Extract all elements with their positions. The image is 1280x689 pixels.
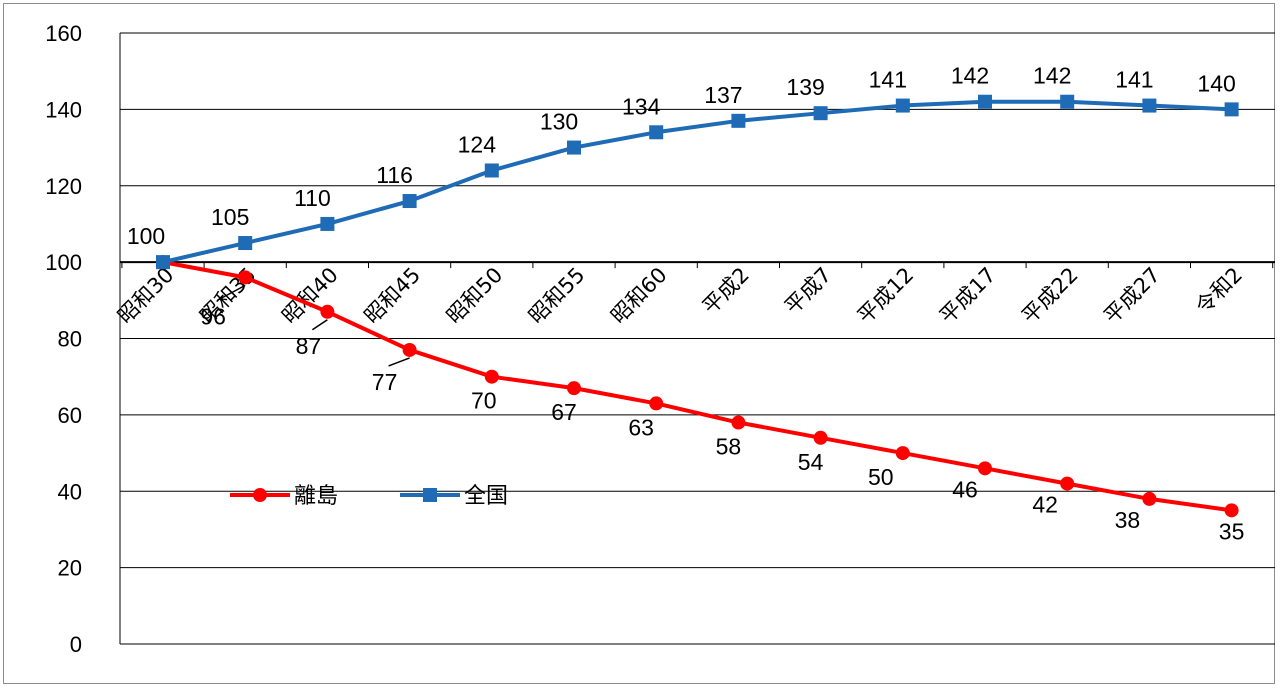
data-point (895, 446, 910, 461)
x-tick-label: 昭和30 (113, 263, 179, 329)
x-tick-label: 昭和60 (606, 263, 672, 329)
data-point (731, 415, 746, 430)
x-tick-label: 平成7 (780, 263, 836, 319)
legend: 離島 全国 (230, 484, 508, 509)
y-tick-label: 20 (58, 556, 82, 581)
data-point (484, 163, 499, 178)
data-label: 58 (716, 434, 742, 460)
data-point (238, 270, 253, 285)
leader-line (388, 357, 410, 367)
data-label: 77 (372, 369, 398, 395)
data-point (156, 255, 170, 270)
series-zenkoku (156, 94, 1239, 270)
data-label: 87 (296, 333, 322, 359)
data-label: 142 (1033, 63, 1071, 89)
data-point (649, 125, 664, 140)
chart-frame (3, 3, 1275, 684)
y-tick-label: 40 (58, 479, 82, 504)
data-label: 130 (540, 109, 578, 135)
data-point (649, 396, 664, 411)
data-point (402, 194, 417, 209)
x-tick-label: 昭和45 (360, 263, 426, 329)
y-tick-label: 100 (45, 250, 82, 275)
data-point (484, 369, 499, 384)
data-point (1060, 476, 1075, 491)
x-tick-label: 昭和55 (524, 263, 590, 329)
data-label: 110 (294, 185, 331, 211)
data-label: 134 (622, 93, 661, 119)
data-point (238, 236, 253, 251)
data-label: 116 (376, 162, 413, 188)
y-tick-label: 120 (45, 174, 82, 199)
data-point (567, 140, 581, 155)
data-label: 141 (869, 67, 907, 93)
y-tick-label: 80 (58, 327, 82, 352)
x-tick-label: 平成12 (853, 263, 919, 329)
data-label: 70 (471, 388, 497, 414)
data-point (1060, 94, 1075, 109)
data-labels: 100 105 110 116 124 130 134 137 139 141 142 142 141 1… (127, 63, 1245, 545)
x-tick-label: 令和2 (1191, 263, 1247, 319)
data-point (813, 430, 828, 445)
data-point (320, 216, 335, 231)
leader-line (216, 284, 246, 302)
series-line (162, 99, 1232, 265)
x-tick-label: 平成2 (698, 263, 754, 319)
data-point (1142, 98, 1157, 113)
data-label: 63 (628, 414, 654, 440)
x-tick-label: 平成17 (935, 263, 1001, 329)
data-point (813, 106, 828, 121)
legend-label: 離島 (294, 484, 338, 509)
leader-line (311, 319, 328, 331)
legend-item: 離島 (230, 484, 338, 509)
data-label: 105 (211, 204, 249, 230)
data-label: 141 (1115, 67, 1153, 93)
data-label: 124 (458, 131, 497, 157)
data-point (1224, 503, 1239, 518)
data-label: 42 (1032, 492, 1058, 518)
data-point (1142, 491, 1157, 506)
legend-label: 全国 (464, 484, 508, 509)
data-label: 50 (868, 464, 894, 490)
data-label: 46 (952, 476, 978, 502)
legend-item: 全国 (400, 484, 508, 509)
data-label: 35 (1219, 518, 1245, 544)
series-group (156, 94, 1239, 518)
data-point (978, 461, 992, 476)
data-label: 139 (786, 74, 824, 100)
data-point (1224, 102, 1239, 117)
y-tick-label: 140 (45, 97, 82, 122)
label-leader-lines (216, 284, 410, 367)
data-point (895, 98, 910, 113)
data-label: 67 (551, 399, 577, 425)
data-label: 137 (704, 82, 742, 108)
data-label: 142 (951, 63, 989, 89)
x-tick-label: 昭和50 (442, 263, 508, 329)
data-point (402, 342, 417, 357)
data-point (978, 94, 992, 109)
x-tick-label: 平成27 (1099, 263, 1165, 329)
data-point (320, 304, 335, 319)
data-point (731, 113, 746, 128)
data-label: 100 (127, 223, 165, 249)
data-label: 96 (200, 303, 226, 329)
y-tick-label: 160 (45, 21, 82, 46)
data-label: 38 (1115, 507, 1141, 533)
data-label: 54 (798, 449, 824, 475)
x-tick-label: 平成22 (1017, 263, 1083, 329)
series-line (162, 260, 1232, 513)
data-label: 140 (1197, 70, 1235, 96)
y-tick-label: 0 (70, 632, 82, 657)
legend-marker (253, 488, 267, 502)
y-axis-ticks: 0 20 40 60 80 100 120 140 160 (45, 21, 82, 657)
y-tick-label: 60 (58, 403, 82, 428)
legend-marker (423, 488, 437, 502)
data-point (567, 381, 581, 396)
